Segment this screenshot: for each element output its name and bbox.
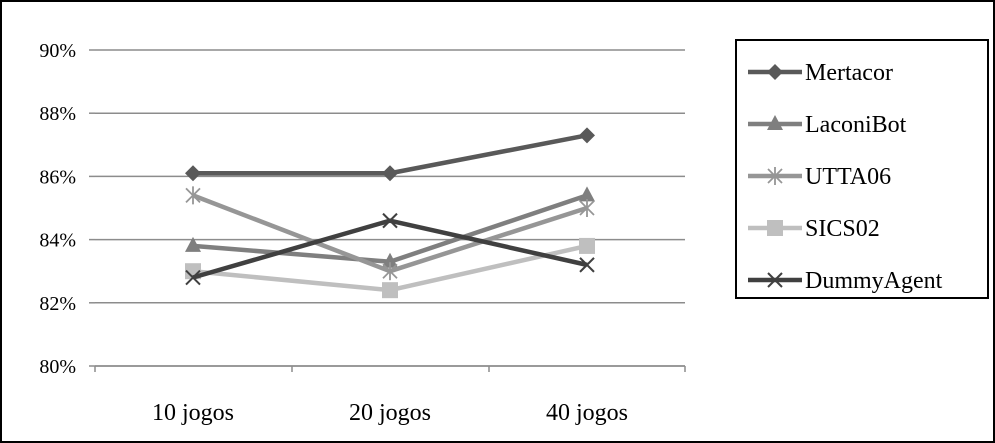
- gridlines: [89, 49, 686, 372]
- data-point-dummyagent: [185, 269, 201, 286]
- legend-item-sics02: SICS02: [748, 216, 880, 242]
- marker-stroke: [382, 212, 398, 229]
- data-point-mertacor: [382, 165, 398, 182]
- data-point-utta06: [382, 262, 398, 281]
- legend-label: Mertacor: [805, 60, 893, 86]
- y-tick-label: 82%: [39, 293, 76, 315]
- x-tick-label: 10 jogos: [152, 400, 234, 426]
- data-point-dummyagent: [382, 212, 398, 229]
- y-tick-label: 88%: [39, 103, 76, 125]
- legend-marker-utta06: [767, 167, 783, 185]
- legend-item-laconibot: LaconiBot: [748, 112, 907, 138]
- y-tick-label: 84%: [39, 230, 76, 252]
- y-tick-label: 86%: [39, 166, 76, 188]
- x-tick-label: 20 jogos: [349, 400, 431, 426]
- data-point-laconibot: [579, 186, 595, 202]
- marker-stroke: [185, 269, 201, 286]
- legend-label: LaconiBot: [805, 112, 907, 138]
- legend-label: SICS02: [805, 216, 880, 242]
- series-utta06: [185, 186, 595, 281]
- legend-label: UTTA06: [805, 164, 891, 190]
- data-point-laconibot: [382, 252, 398, 268]
- legend-item-mertacor: Mertacor: [748, 60, 893, 86]
- legend-marker-dummyagent: [767, 272, 783, 288]
- data-point-sics02: [579, 237, 595, 254]
- legend-marker-sics02: [767, 220, 783, 236]
- data-point-mertacor: [579, 127, 595, 144]
- legend-marker-laconibot: [767, 115, 783, 130]
- data-point-utta06: [185, 186, 201, 205]
- y-tick-label: 80%: [39, 356, 76, 378]
- data-point-utta06: [579, 199, 595, 217]
- data-point-mertacor: [185, 165, 201, 182]
- legend-item-dummyagent: DummyAgent: [748, 268, 943, 294]
- legend-marker-mertacor: [767, 64, 783, 80]
- legend-item-utta06: UTTA06: [748, 164, 891, 190]
- series-laconibot: [185, 186, 595, 268]
- x-tick-label: 40 jogos: [546, 400, 628, 426]
- series-mertacor: [185, 127, 595, 182]
- data-point-dummyagent: [579, 257, 595, 273]
- series-dummyagent: [185, 212, 595, 286]
- series-lines: [185, 127, 595, 299]
- marker-stroke: [579, 257, 595, 273]
- data-point-laconibot: [185, 236, 201, 252]
- legend-box: [735, 39, 989, 299]
- data-point-sics02: [382, 282, 398, 299]
- y-tick-label: 90%: [39, 40, 76, 62]
- x-axis-tick-labels: 10 jogos 20 jogos 40 jogos: [152, 400, 628, 426]
- y-axis-tick-labels: 80% 82% 84% 86% 88% 90%: [39, 40, 76, 378]
- legend-label: DummyAgent: [805, 268, 943, 294]
- legend: Mertacor LaconiBot UTTA06 SICS02 DummyAgent: [735, 39, 989, 299]
- series-sics02: [185, 237, 595, 299]
- marker-stroke: [767, 272, 783, 288]
